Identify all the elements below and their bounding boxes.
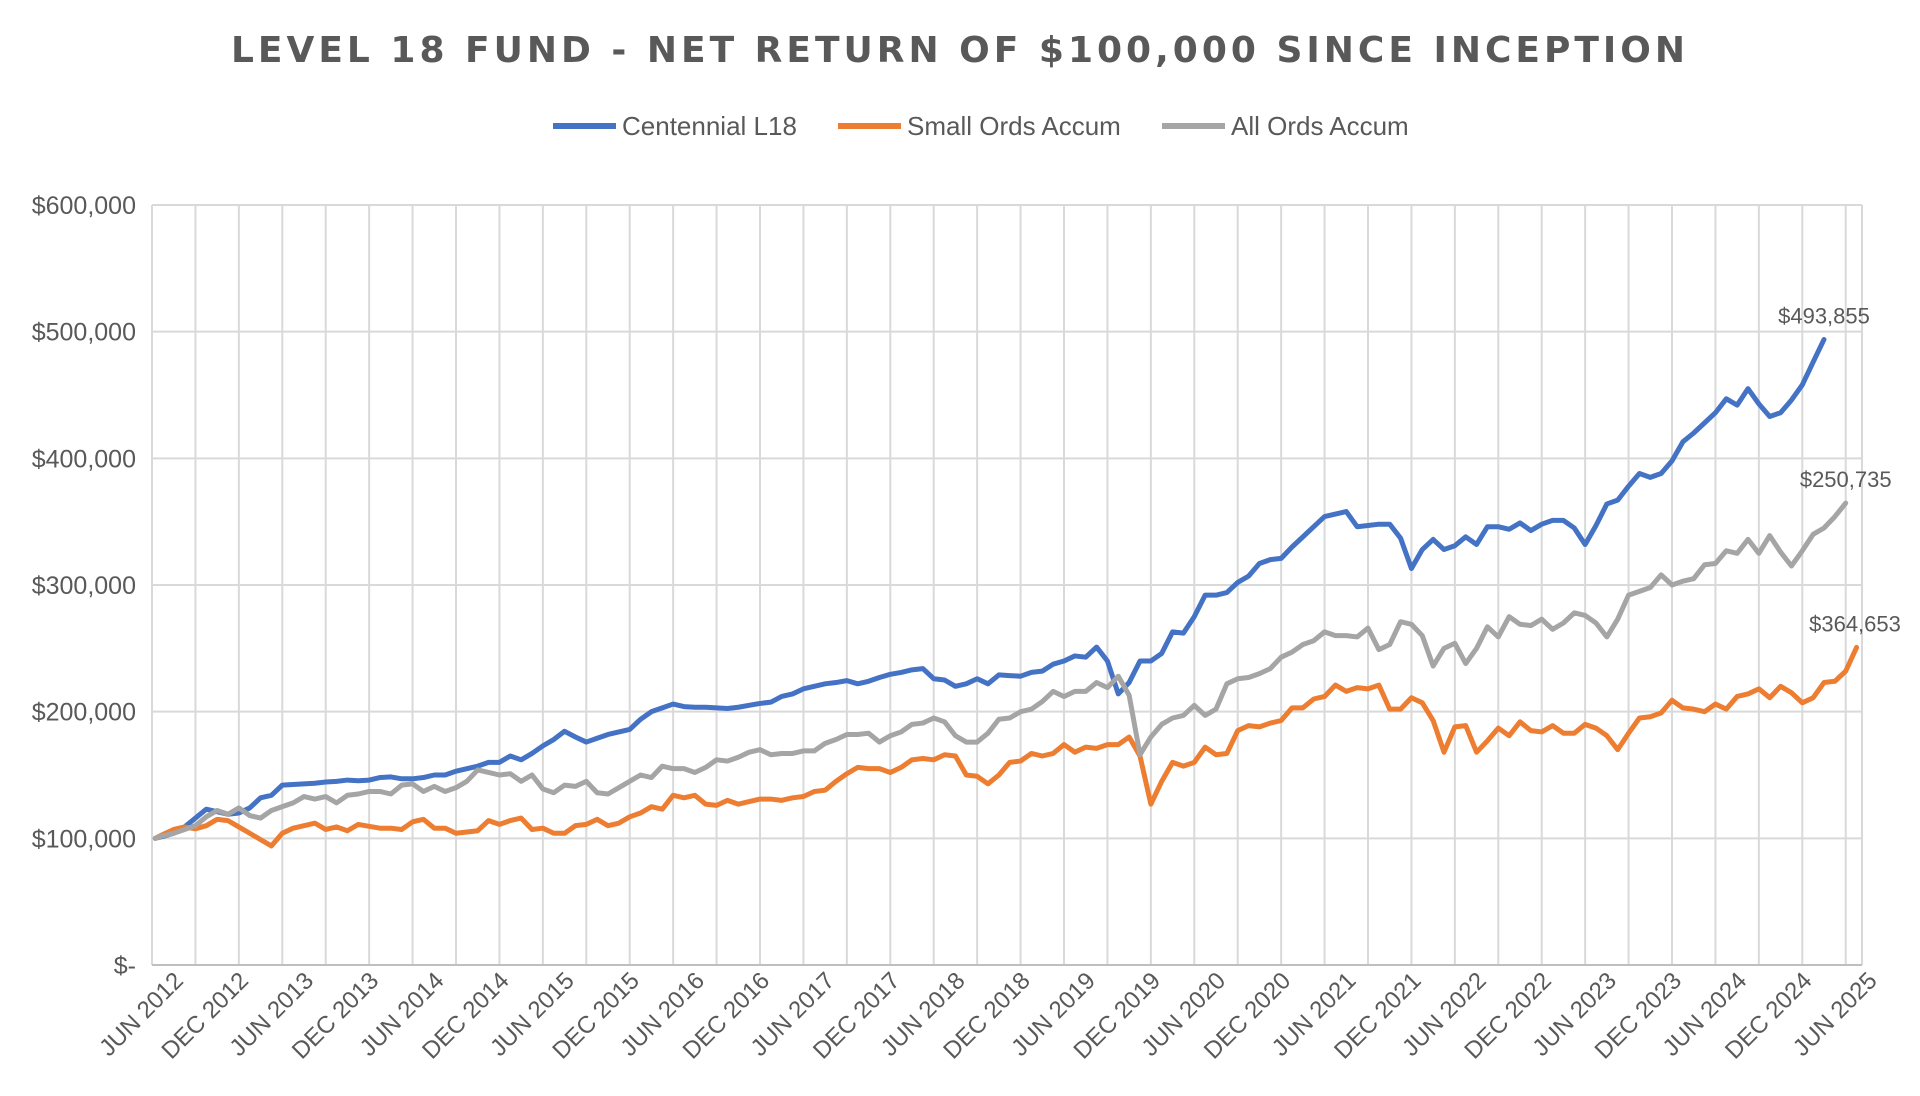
legend-entry-centennial[interactable]: Centennial L18 bbox=[553, 111, 797, 141]
series-line-all-ords-accum bbox=[152, 500, 1849, 841]
chart-title: LEVEL 18 FUND - NET RETURN OF $100,000 S… bbox=[231, 30, 1689, 71]
y-tick-label: $200,000 bbox=[32, 699, 136, 727]
y-axis: $- $100,000 $200,000 $300,000 $400,000 $500,0… bbox=[32, 192, 136, 980]
y-tick-label: $100,000 bbox=[32, 825, 136, 853]
legend-label-all-ords: All Ords Accum bbox=[1231, 111, 1409, 141]
legend-label-centennial: Centennial L18 bbox=[622, 111, 797, 141]
legend: Centennial L18 Small Ords Accum All Ords… bbox=[553, 111, 1409, 141]
y-tick-label: $500,000 bbox=[32, 319, 136, 347]
series-lines bbox=[152, 336, 1860, 849]
legend-entry-all-ords[interactable]: All Ords Accum bbox=[1162, 111, 1409, 141]
series-line-centennial-l18 bbox=[152, 336, 1827, 841]
y-tick-label: $400,000 bbox=[32, 445, 136, 473]
end-label: $250,735 bbox=[1800, 467, 1892, 492]
y-tick-label: $300,000 bbox=[32, 572, 136, 600]
end-labels: $493,855 $364,653 $250,735 bbox=[1778, 303, 1901, 636]
y-tick-label: $600,000 bbox=[32, 192, 136, 220]
legend-entry-small-ords[interactable]: Small Ords Accum bbox=[838, 111, 1121, 141]
legend-label-small-ords: Small Ords Accum bbox=[907, 111, 1121, 141]
end-label: $493,855 bbox=[1778, 303, 1870, 328]
y-tick-label: $- bbox=[114, 952, 136, 980]
series-line-small-ords-accum bbox=[152, 644, 1860, 849]
end-label: $364,653 bbox=[1809, 611, 1901, 636]
